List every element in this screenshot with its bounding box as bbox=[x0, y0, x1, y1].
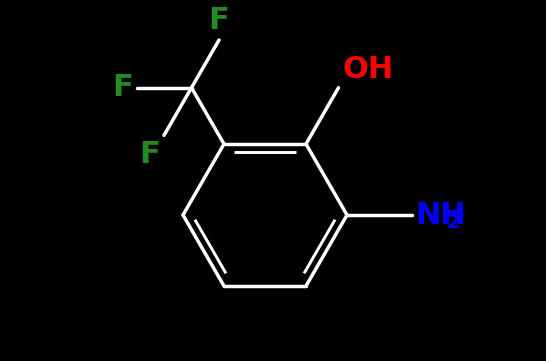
Text: F: F bbox=[139, 140, 160, 169]
Text: NH: NH bbox=[415, 200, 466, 230]
Text: OH: OH bbox=[342, 55, 394, 84]
Text: F: F bbox=[209, 6, 229, 35]
Text: F: F bbox=[112, 73, 133, 102]
Text: 2: 2 bbox=[447, 213, 461, 232]
